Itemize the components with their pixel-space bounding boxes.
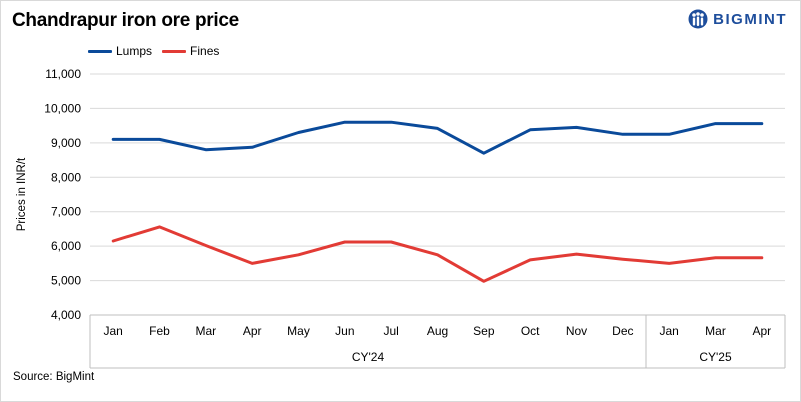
y-tick-label: 5,000 [51, 274, 81, 288]
x-tick-label: Oct [521, 324, 540, 338]
x-tick-label: Jun [335, 324, 354, 338]
chart-title: Chandrapur iron ore price [12, 10, 239, 31]
y-tick-label: 8,000 [51, 170, 81, 184]
x-tick-label: Apr [752, 324, 771, 338]
x-tick-label: Jan [103, 324, 122, 338]
legend-swatch-fines [162, 49, 187, 53]
y-tick-label: 7,000 [51, 205, 81, 219]
legend-swatch-lumps [88, 49, 112, 53]
bigmint-logo: BIGMINT [688, 9, 787, 29]
y-tick-label: 6,000 [51, 239, 81, 253]
x-tick-label: Mar [195, 324, 216, 338]
logo-text: BIGMINT [713, 10, 787, 28]
y-tick-label: 4,000 [51, 308, 81, 322]
x-tick-label: Jul [383, 324, 398, 338]
x-tick-label: May [287, 324, 310, 338]
legend-item-lumps: Lumps [88, 44, 152, 58]
series-line-fines [111, 225, 764, 283]
bigmint-logo-icon [688, 9, 708, 29]
x-tick-label: Sep [473, 324, 495, 338]
x-tick-label: Apr [243, 324, 262, 338]
y-axis-title: Prices in INR/t [16, 157, 28, 231]
x-group-label: CY'24 [352, 350, 385, 364]
source-note: Source: BigMint [13, 371, 95, 383]
legend-label-lumps: Lumps [116, 44, 153, 58]
x-tick-label: Aug [427, 324, 448, 338]
legend-item-fines: Fines [162, 44, 219, 58]
y-tick-label: 10,000 [44, 101, 81, 115]
x-tick-label: Dec [612, 324, 633, 338]
y-tick-label: 9,000 [51, 136, 81, 150]
chart-legend: Lumps Fines [88, 44, 223, 58]
x-tick-label: Jan [659, 324, 678, 338]
x-tick-label: Nov [566, 324, 587, 338]
legend-label-fines: Fines [190, 44, 220, 58]
x-tick-label: Feb [149, 324, 170, 338]
x-tick-label: Mar [705, 324, 726, 338]
x-group-label: CY'25 [699, 350, 732, 364]
y-tick-label: 11,000 [45, 67, 81, 81]
series-line-lumps [111, 120, 764, 155]
